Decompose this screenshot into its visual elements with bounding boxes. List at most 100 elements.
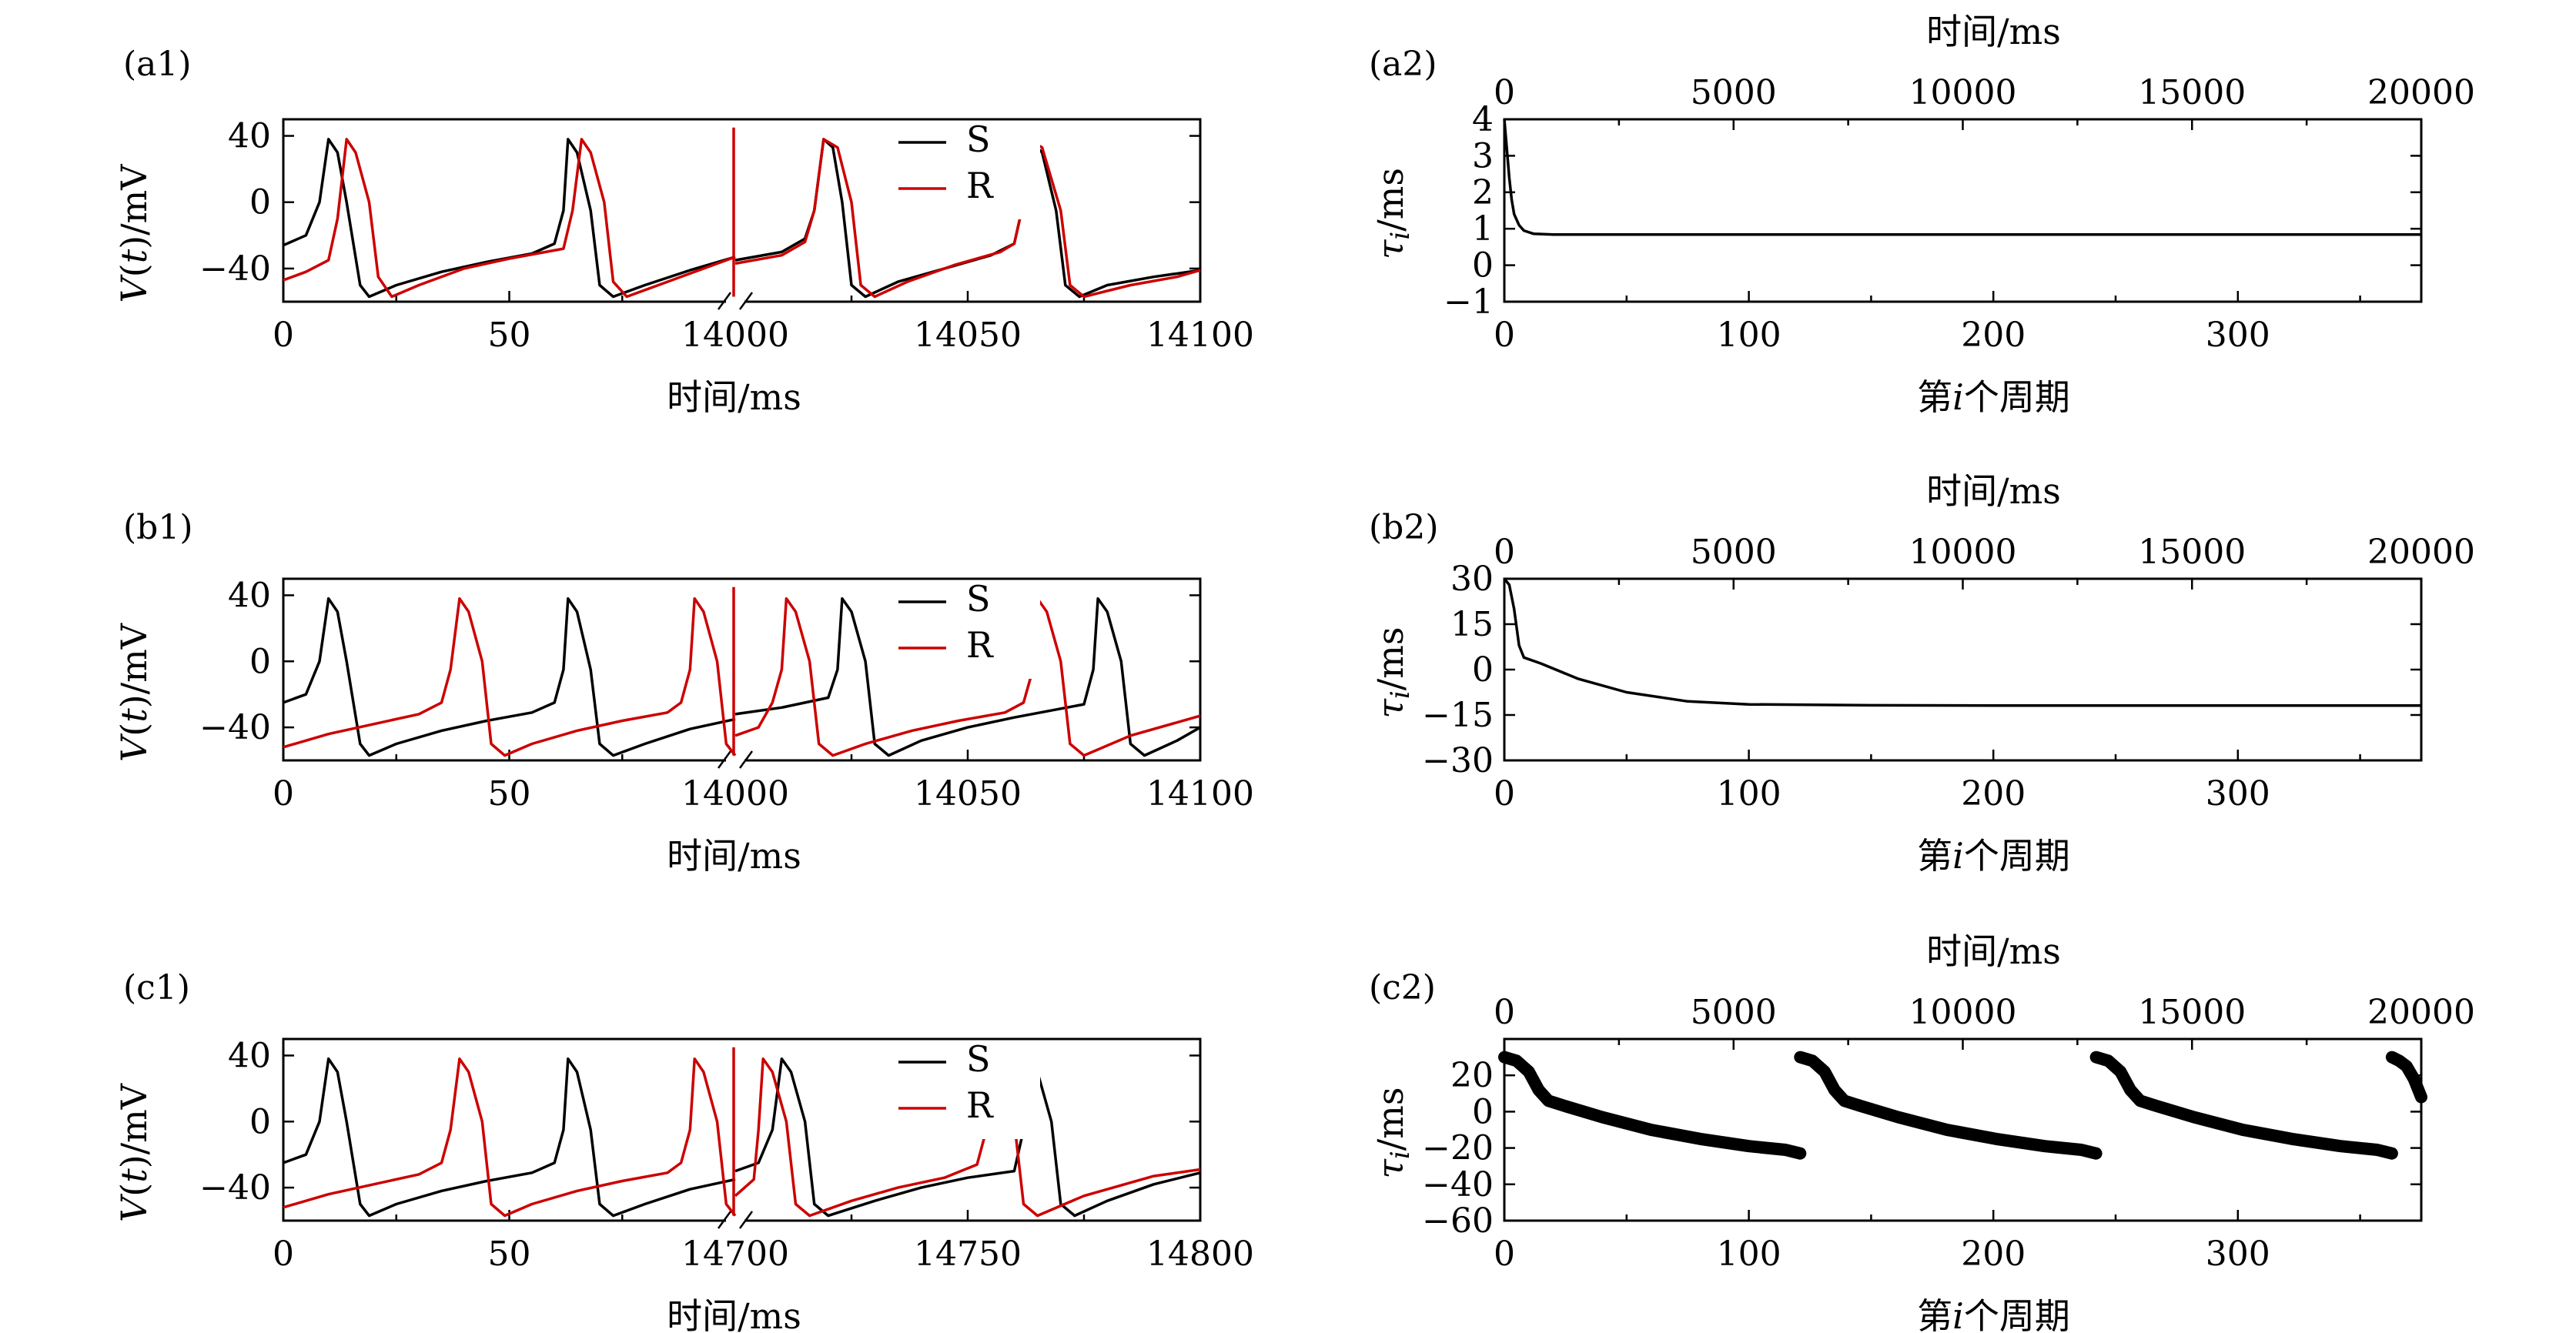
x-tick-label: 0 xyxy=(273,774,294,813)
legend: SR xyxy=(886,578,1040,679)
trace-R-segment-2 xyxy=(734,1057,1201,1218)
y-tick-label: −60 xyxy=(1422,1201,1494,1241)
legend-label-S: S xyxy=(966,1038,991,1080)
x-axis-label: 时间/ms xyxy=(1926,470,2061,512)
legend: SR xyxy=(886,1038,1040,1139)
axis-break-mark xyxy=(717,1211,732,1229)
plot-frame xyxy=(1503,118,2423,303)
x-tick-label: 0 xyxy=(1494,774,1515,813)
x-top-tick-label: 15000 xyxy=(2138,533,2246,572)
axis-break-mark xyxy=(738,1211,754,1229)
x-axis-label: 第i个周期 xyxy=(1917,376,2070,418)
legend-label-R: R xyxy=(966,624,994,666)
trace-S-segment-1 xyxy=(283,596,736,757)
trace-R-segment-1 xyxy=(283,596,737,757)
legend-label-R: R xyxy=(966,165,994,206)
y-tick-label: −40 xyxy=(199,1168,271,1208)
y-axis-label: V(t)/mV xyxy=(113,164,155,303)
trace-R-segment-1 xyxy=(283,138,736,299)
y-axis-label: V(t)/mV xyxy=(113,1083,155,1222)
y-tick-label: 40 xyxy=(228,576,271,615)
trace-S-segment-2 xyxy=(734,596,1201,757)
y-tick-label: 0 xyxy=(1472,246,1494,286)
x-tick-label: 14100 xyxy=(1146,316,1254,355)
y-axis-label: V(t)/mV xyxy=(113,623,155,762)
panel-label-c2: (c2) xyxy=(1369,968,1436,1007)
x-top-tick-label: 10000 xyxy=(1909,73,2017,112)
x-top-tick-label: 5000 xyxy=(1691,73,1777,112)
panel-label-c1: (c1) xyxy=(123,968,190,1007)
x-top-tick-label: 0 xyxy=(1494,993,1515,1032)
axis-break-gap xyxy=(726,1214,744,1227)
x-tick-label: 14800 xyxy=(1146,1234,1254,1274)
x-tick-label: 100 xyxy=(1717,774,1781,813)
x-top-tick-label: 5000 xyxy=(1691,533,1777,572)
legend-background xyxy=(886,583,1040,679)
x-tick-label: 14750 xyxy=(914,1234,1022,1274)
x-tick-label: 0 xyxy=(273,1234,294,1274)
plot-frame xyxy=(1503,577,2423,762)
x-top-tick-label: 10000 xyxy=(1909,533,2017,572)
x-tick-label: 14100 xyxy=(1146,774,1254,813)
x-top-tick-label: 15000 xyxy=(2138,73,2246,112)
y-axis-label: τi/ms xyxy=(1370,1087,1416,1178)
x-tick-label: 14000 xyxy=(681,774,789,813)
x-axis-label: 时间/ms xyxy=(667,835,801,877)
y-tick-label: 40 xyxy=(228,1036,271,1075)
y-tick-label: −40 xyxy=(199,249,271,289)
y-tick-label: −40 xyxy=(1422,1165,1494,1204)
y-axis-label: τi/ms xyxy=(1370,168,1416,259)
y-tick-label: 0 xyxy=(249,183,271,222)
legend-background xyxy=(886,1044,1040,1139)
x-top-tick-label: 20000 xyxy=(2367,993,2475,1032)
y-tick-label: 1 xyxy=(1472,209,1494,249)
legend-background xyxy=(886,124,1040,219)
tau-branch-2 xyxy=(1794,1051,2103,1160)
x-axis-label: 第i个周期 xyxy=(1917,835,2070,877)
x-top-tick-label: 20000 xyxy=(2367,533,2475,572)
trace-S-segment-1 xyxy=(283,1057,736,1218)
trace-S-segment-2 xyxy=(734,1057,1201,1218)
x-tick-label: 14050 xyxy=(914,774,1022,813)
x-tick-label: 200 xyxy=(1961,316,2026,355)
x-tick-label: 0 xyxy=(273,316,294,355)
x-axis-label: 第i个周期 xyxy=(1917,1295,2070,1333)
x-tick-label: 200 xyxy=(1961,1234,2026,1274)
x-tick-label: 14700 xyxy=(681,1234,789,1274)
x-tick-label: 100 xyxy=(1717,316,1781,355)
axis-break-mark xyxy=(717,750,732,769)
panel-label-b2: (b2) xyxy=(1369,508,1439,547)
legend-label-S: S xyxy=(966,119,991,160)
y-tick-label: 3 xyxy=(1472,136,1494,175)
panel-label-a1: (a1) xyxy=(123,45,192,84)
axis-break-gap xyxy=(726,754,744,767)
x-axis-label: 时间/ms xyxy=(1926,11,2061,52)
trace-R-segment-1 xyxy=(283,1057,737,1218)
x-top-tick-label: 10000 xyxy=(1909,993,2017,1032)
legend-label-S: S xyxy=(966,578,991,620)
y-tick-label: 30 xyxy=(1450,560,1494,599)
y-tick-label: 0 xyxy=(249,1102,271,1141)
x-tick-label: 14050 xyxy=(914,316,1022,355)
x-top-tick-label: 0 xyxy=(1494,533,1515,572)
tau-branch-1 xyxy=(1498,1051,1807,1160)
y-tick-label: 0 xyxy=(249,642,271,681)
x-top-tick-label: 5000 xyxy=(1691,993,1777,1032)
plot-frame xyxy=(282,1037,1202,1222)
x-tick-label: 14000 xyxy=(681,316,789,355)
y-tick-label: −30 xyxy=(1422,741,1494,780)
y-tick-label: 4 xyxy=(1472,100,1494,139)
x-axis-label: 时间/ms xyxy=(667,1295,801,1333)
axis-break-mark xyxy=(717,292,732,310)
x-tick-label: 100 xyxy=(1717,1234,1781,1274)
x-top-tick-label: 15000 xyxy=(2138,993,2246,1032)
panel-label-b1: (b1) xyxy=(123,508,193,547)
axis-break-mark xyxy=(738,750,754,769)
y-tick-label: −15 xyxy=(1422,696,1494,735)
y-tick-label: 0 xyxy=(1472,650,1494,690)
axis-break-mark xyxy=(738,292,754,310)
